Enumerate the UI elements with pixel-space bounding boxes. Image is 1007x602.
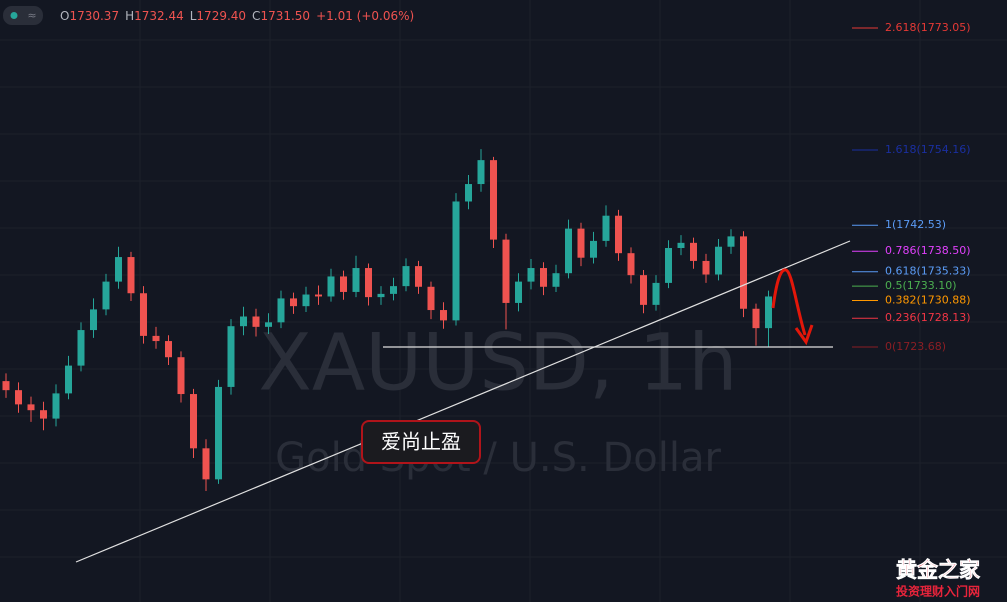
arrow-head [794, 324, 814, 346]
candle-body [202, 448, 210, 480]
forecast-arrow [771, 268, 807, 336]
candle-body [52, 393, 60, 419]
candle-body [527, 268, 535, 282]
candle-body [327, 276, 335, 297]
candle-body [565, 228, 572, 274]
candle-body [627, 253, 635, 276]
candle-body [740, 236, 747, 309]
candle-body [677, 242, 685, 249]
ohlc-header: O1730.37 H1732.44 L1729.40 C1731.50 +1.01 (+… [60, 9, 414, 23]
candle-body [415, 266, 422, 287]
candle-body [227, 326, 235, 387]
candle-body [302, 294, 310, 307]
fib-label: 2.618(1773.05) [885, 21, 971, 34]
ohlc-key: H [125, 9, 134, 23]
candle-body [165, 341, 172, 358]
candle-body [465, 184, 472, 202]
ohlc-value: 1731.50 [260, 9, 310, 23]
ohlc-value: 1730.37 [69, 9, 119, 23]
candle-body [390, 286, 397, 294]
candle-body [440, 310, 447, 321]
fib-label: 0.5(1733.10) [885, 279, 957, 292]
candle-body [640, 275, 647, 305]
candle-body [315, 294, 322, 297]
candle-body [540, 268, 547, 287]
candle-body [665, 248, 672, 283]
candle-body [502, 239, 510, 303]
ohlc-change: +1.01 (+0.06%) [316, 9, 414, 23]
candle-body [240, 316, 247, 327]
fib-label: 1(1742.53) [885, 218, 946, 231]
candle-body [115, 257, 122, 282]
fib-label: 0.618(1735.33) [885, 265, 971, 278]
candle-body [340, 276, 347, 292]
candle-body [552, 273, 560, 287]
fib-label: 0.382(1730.88) [885, 293, 971, 306]
candle-body [265, 322, 272, 327]
toolbar-icon: ≈ [27, 9, 36, 22]
candle-body [102, 281, 110, 310]
candle-body [602, 215, 610, 241]
toolbar-pill[interactable] [3, 6, 43, 25]
ohlc-value: 1732.44 [134, 9, 184, 23]
ohlc-key: C [252, 9, 260, 23]
candle-body [140, 293, 147, 336]
status-dot [10, 12, 18, 19]
trend-line [75, 240, 851, 563]
candle-body [702, 260, 710, 275]
candle-body [40, 410, 47, 419]
logo-subtitle: 投资理财入门网 [896, 584, 980, 599]
candles [2, 149, 772, 491]
candle-body [515, 281, 522, 303]
candle-body [590, 240, 597, 258]
candle-body [715, 246, 722, 275]
candle-body [490, 160, 497, 240]
candle-body [652, 282, 660, 305]
candle-body [427, 286, 435, 311]
candle-body [365, 268, 372, 298]
candle-body [290, 298, 297, 307]
ohlc-key: O [60, 9, 69, 23]
annotation-box [361, 420, 481, 464]
candle-body [77, 330, 85, 366]
fib-label: 0(1723.68) [885, 340, 946, 353]
candle-body [152, 335, 160, 342]
watermark-description: Gold Spot / U.S. Dollar [275, 435, 721, 481]
candle-body [65, 365, 72, 394]
candle-body [765, 296, 772, 329]
candle-body [190, 394, 197, 449]
candle-body [690, 242, 697, 261]
candle-body [377, 293, 385, 298]
candle-body [277, 298, 285, 323]
annotation: 爱尚止盈 [381, 430, 461, 454]
candle-body [352, 268, 360, 292]
fib-label: 0.786(1738.50) [885, 244, 971, 257]
candle-body [15, 390, 22, 405]
ohlc-value: 1729.40 [196, 9, 246, 23]
candle-body [615, 215, 622, 254]
ohlc-key: L [190, 9, 197, 23]
candle-body [2, 381, 10, 391]
fib-levels: 2.618(1773.05) 1.618(1754.16) 1(1742.53) 0.… [852, 21, 971, 353]
fib-label: 1.618(1754.16) [885, 143, 971, 156]
candle-body [90, 309, 97, 331]
candle-body [252, 316, 260, 327]
watermark-symbol: XAUUSD, 1h [258, 318, 737, 408]
candle-body [477, 160, 485, 185]
candle-body [215, 386, 222, 480]
logo-title: 黄金之家 [896, 558, 981, 582]
candle-body [402, 266, 410, 287]
candle-body [452, 201, 460, 321]
fib-label: 0.236(1728.13) [885, 311, 971, 324]
candle-body [727, 236, 735, 247]
candle-body [577, 228, 585, 258]
candle-body [177, 357, 185, 395]
candle-body [127, 257, 135, 294]
candle-body [752, 308, 760, 329]
candle-body [27, 404, 35, 411]
